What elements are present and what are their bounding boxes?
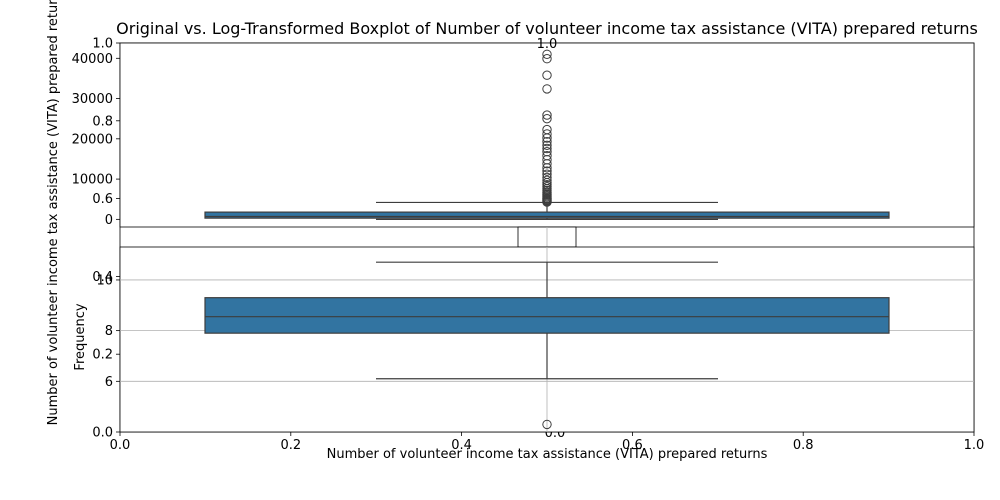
y-axis-label-original: Number of volunteer income tax assistanc…: [46, 0, 61, 425]
log-y-tick-label: 10: [96, 273, 113, 288]
original-y-tick-label: 30000: [72, 92, 113, 107]
outer-y-tick-label: 0.6: [92, 192, 113, 207]
original-outlier-point: [542, 151, 552, 161]
original-outlier-point: [542, 110, 552, 120]
original-y-tick-label: 20000: [72, 132, 113, 147]
outer-x-tick-label: 0.4: [451, 438, 472, 453]
outer-x-tick-label: 0.8: [793, 438, 814, 453]
y-axis-label-frequency: Frequency: [73, 303, 88, 370]
original-outlier-point: [542, 143, 552, 154]
outer-x-ticks: 0.0 0.2 0.4 0.6 0.8 1.0: [110, 432, 985, 453]
log-box: [204, 297, 890, 334]
chart-title: Original vs. Log-Transformed Boxplot of …: [116, 19, 978, 38]
outer-x-tick-label: 0.2: [280, 438, 301, 453]
original-outlier-point: [542, 113, 552, 124]
log-y-tick-label: 8: [105, 324, 113, 339]
original-y-tick-label: 0: [105, 213, 113, 228]
original-outlier-point: [542, 136, 552, 147]
outer-x-tick-label: 0.0: [110, 438, 131, 453]
outer-y-tick-label: 0.0: [92, 426, 113, 441]
outer-y-tick-label: 0.2: [92, 348, 113, 363]
original-outlier-point: [542, 70, 552, 80]
original-outlier-point: [542, 54, 552, 64]
original-outlier-point: [542, 84, 552, 94]
original-outlier-point: [542, 124, 552, 135]
original-box: [204, 211, 890, 219]
inset-xtick-label-top: 1.0: [537, 37, 558, 52]
outer-y-ticks: 0.0 0.2 0.4 0.6 0.8 1.0: [92, 37, 120, 441]
original-outliers: [542, 49, 552, 207]
log-y-tick-label: 6: [105, 375, 113, 390]
original-boxplot-panel: 0 10000 20000 30000 40000: [72, 42, 975, 228]
original-outlier-point: [542, 175, 552, 185]
outer-y-tick-label: 0.8: [92, 114, 113, 129]
log-boxplot: [204, 261, 890, 380]
original-outlier-point: [542, 172, 552, 183]
x-axis-label: Number of volunteer income tax assistanc…: [327, 447, 768, 462]
outer-y-tick-label: 1.0: [92, 37, 113, 52]
original-outlier-point: [542, 129, 552, 139]
log-outlier-point: [542, 419, 552, 430]
outer-x-tick-label: 0.6: [622, 438, 643, 453]
log-y-ticks: 6 8 10: [96, 273, 120, 390]
outer-x-tick-label: 1.0: [964, 438, 985, 453]
original-y-tick-label: 10000: [72, 173, 113, 188]
original-outlier-point: [542, 169, 552, 179]
original-outlier-point: [542, 166, 552, 176]
log-outliers: [542, 419, 552, 430]
original-y-tick-label: 40000: [72, 52, 113, 67]
original-outlier-point: [542, 49, 552, 59]
original-y-ticks: 0 10000 20000 30000 40000: [72, 52, 120, 228]
original-outlier-point: [542, 140, 552, 150]
log-boxplot-panel: 6 8 10: [96, 246, 975, 433]
original-outlier-point: [542, 147, 552, 157]
outer-y-tick-label: 0.4: [92, 270, 113, 285]
